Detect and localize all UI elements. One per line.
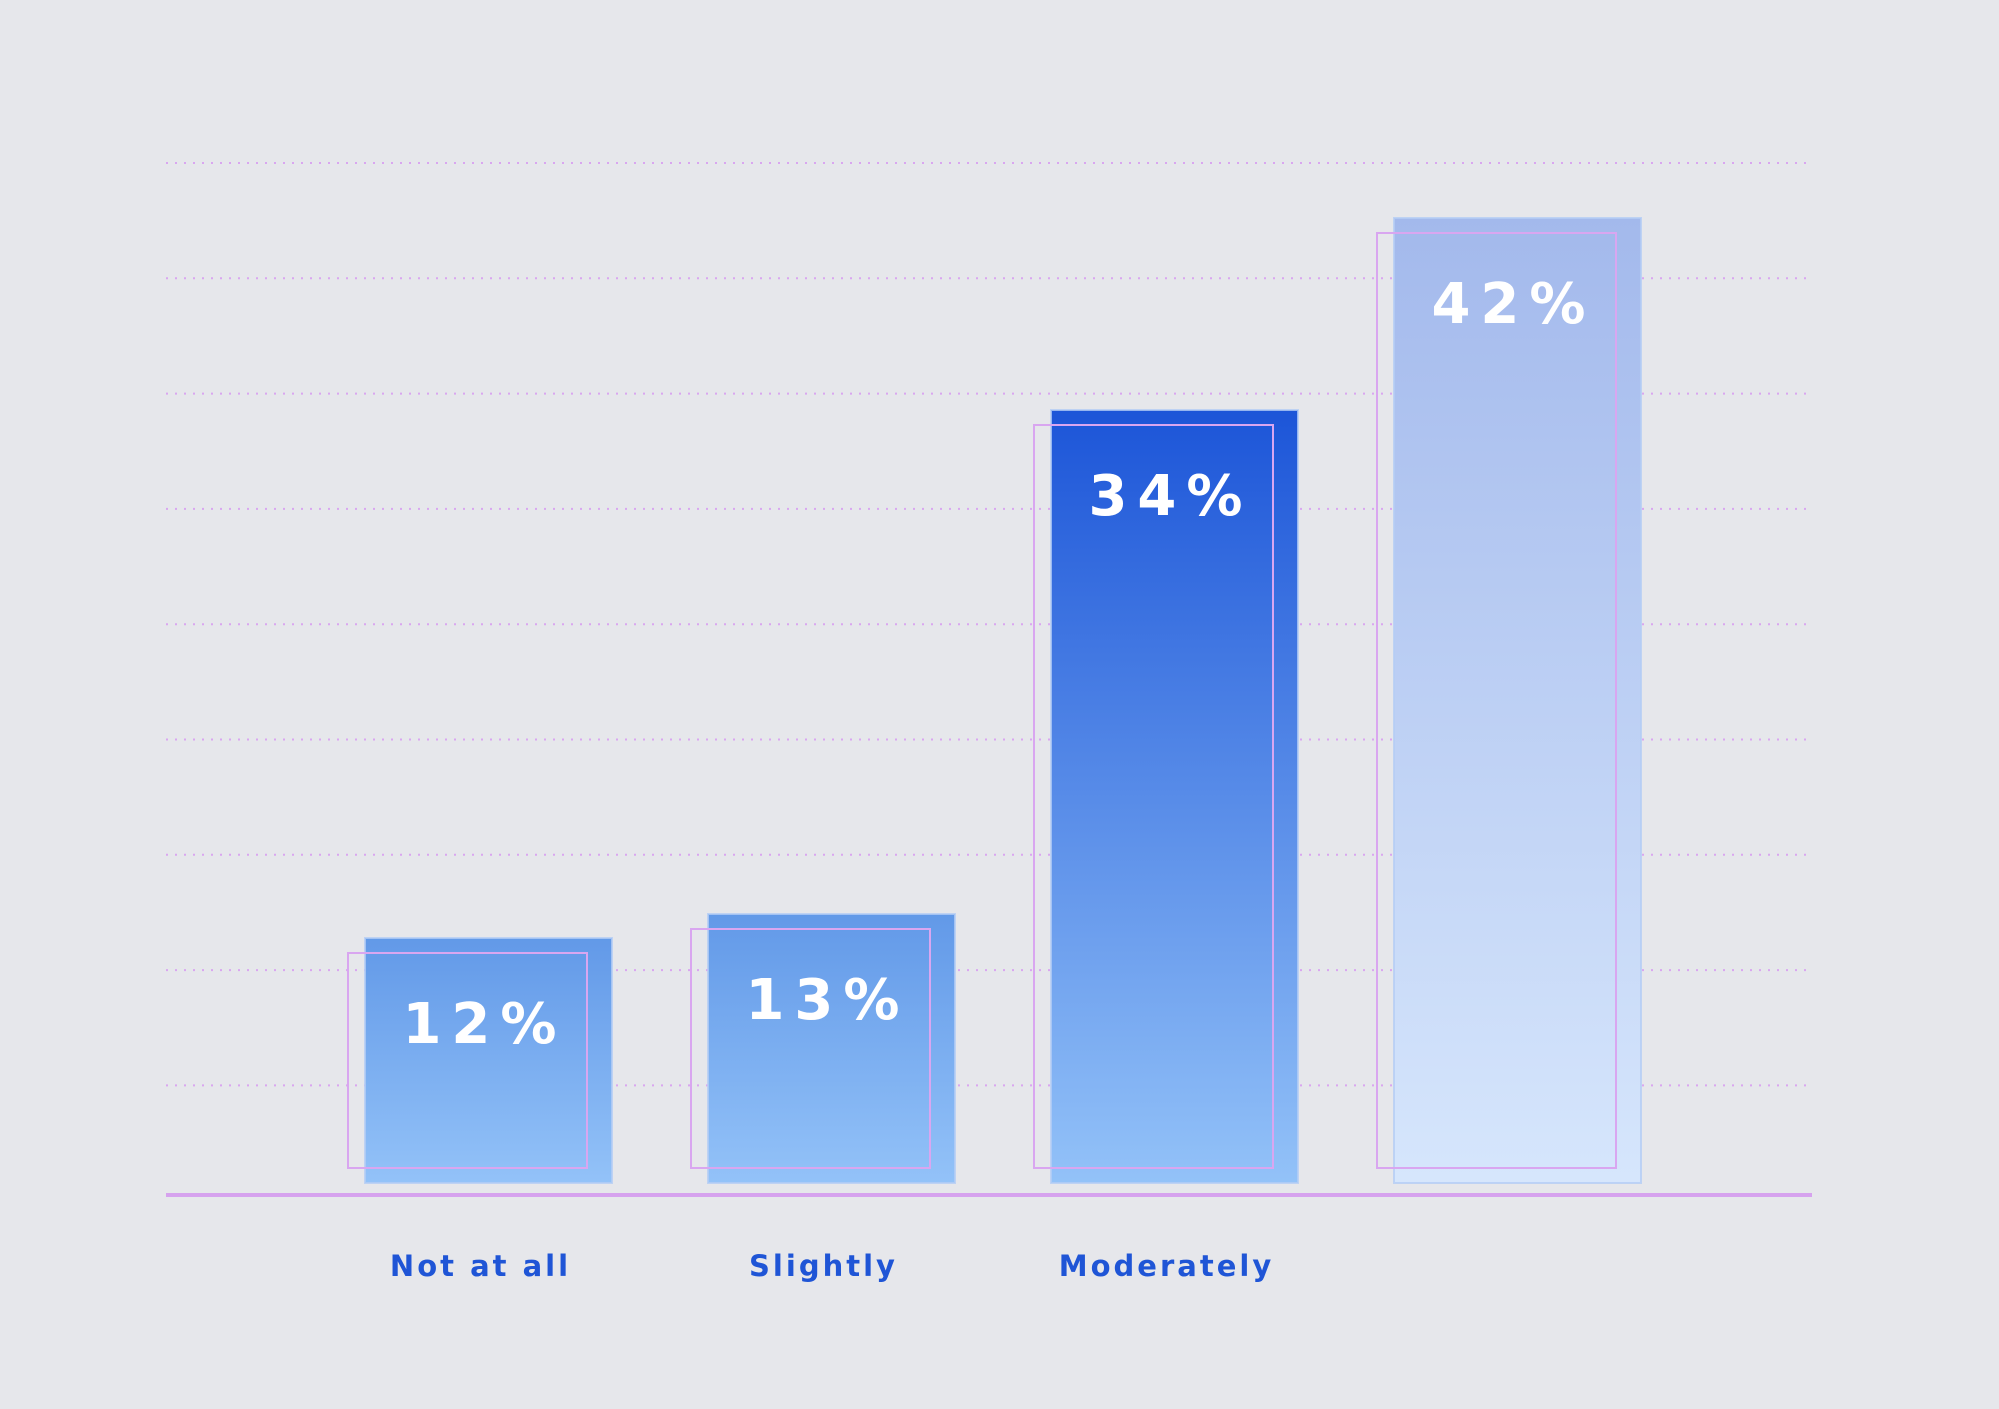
category-labels: Not at all Slightly Moderately	[390, 1249, 1274, 1283]
bar-value-label: 12%	[402, 992, 566, 1057]
bar-outline	[690, 928, 931, 1169]
bar-outline	[1376, 232, 1617, 1169]
bar	[707, 913, 956, 1184]
category-label: Not at all	[390, 1249, 571, 1283]
bar-value-label: 42%	[1431, 272, 1595, 337]
category-label: Moderately	[1059, 1249, 1274, 1283]
bars: 12% 13% 34% 42%	[347, 217, 1642, 1184]
bar-value-label: 13%	[745, 968, 909, 1033]
bar-outline	[347, 952, 588, 1169]
bar-outline	[1033, 424, 1274, 1169]
bar	[1393, 217, 1642, 1184]
bar-value-label: 34%	[1088, 464, 1252, 529]
bar	[1050, 409, 1299, 1184]
bar	[364, 937, 613, 1184]
category-label: Slightly	[749, 1249, 898, 1283]
